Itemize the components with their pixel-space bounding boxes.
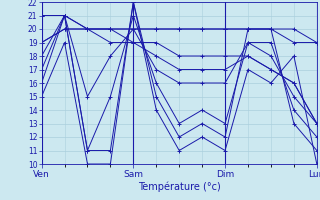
X-axis label: Température (°c): Température (°c) [138,181,220,192]
